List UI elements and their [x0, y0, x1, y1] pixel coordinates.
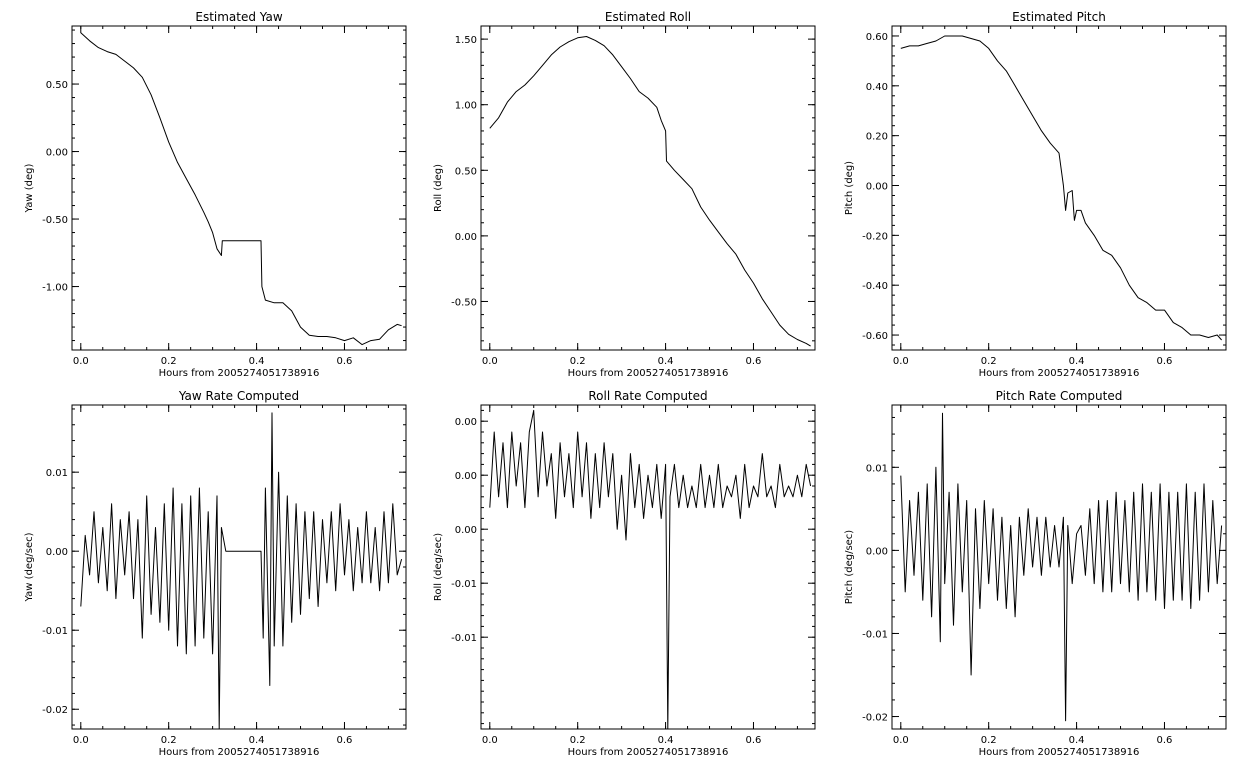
y-tick-label-pitch: 0.20 [866, 132, 888, 143]
series-line-rollrate [489, 409, 812, 730]
chart-title-yaw: Estimated Yaw [195, 10, 282, 24]
x-axis-label-yaw: Hours from 2005274051738916 [159, 368, 320, 379]
y-axis-label-roll: Roll (deg) [433, 164, 444, 212]
plot-frame-pitch [891, 25, 1227, 351]
y-tick-label-pitchrate: -0.02 [862, 713, 888, 724]
x-axis-label-rollrate: Hours from 2005274051738916 [568, 747, 729, 758]
y-tick-label-yawrate: -0.02 [42, 705, 68, 716]
series-line-pitch [900, 35, 1222, 341]
y-tick-label-pitchrate: 0.00 [866, 546, 888, 557]
y-tick-label-pitch: -0.60 [862, 331, 888, 342]
x-tick-label-rollrate: 0.6 [746, 735, 762, 746]
y-axis-label-yaw: Yaw (deg) [24, 163, 35, 213]
plot-frame-roll [480, 25, 816, 351]
y-tick-label-roll: 0.00 [455, 232, 477, 243]
y-axis-label-yawrate: Yaw (deg/sec) [24, 532, 35, 602]
series-line-yaw [80, 32, 402, 346]
x-tick-label-pitch: 0.0 [893, 356, 909, 367]
y-tick-label-pitchrate: 0.01 [866, 463, 888, 474]
y-tick-label-pitch: 0.00 [866, 182, 888, 193]
chart-rollrate: 0.0 0.2 0.4 0.6 0.00 0.00 0.00 -0.01 -0.01 Roll R… [433, 389, 816, 758]
chart-pitch: 0.0 0.2 0.4 0.6 0.60 0.40 0.20 0.00 -0.20 -0.40 -0… [844, 10, 1227, 379]
y-tick-label-pitch: 0.60 [866, 32, 888, 43]
y-tick-label-yaw: 0.00 [46, 148, 68, 159]
y-tick-label-yaw: -1.00 [42, 283, 68, 294]
x-tick-label-yaw: 0.4 [249, 356, 265, 367]
x-tick-label-rollrate: 0.0 [482, 735, 498, 746]
chart-title-pitchrate: Pitch Rate Computed [996, 389, 1123, 403]
plot-frame-yaw [71, 25, 407, 351]
x-axis-label-yawrate: Hours from 2005274051738916 [159, 747, 320, 758]
series-line-roll [489, 36, 811, 347]
y-tick-label-yawrate: 0.00 [46, 547, 68, 558]
y-tick-label-rollrate: -0.01 [451, 633, 477, 644]
chart-pitchrate: 0.0 0.2 0.4 0.6 0.01 0.00 -0.01 -0.02 Pitch Rate… [844, 389, 1227, 758]
y-tick-label-rollrate: 0.00 [455, 417, 477, 428]
x-tick-label-roll: 0.0 [482, 356, 498, 367]
x-tick-label-rollrate: 0.4 [658, 735, 674, 746]
chart-title-pitch: Estimated Pitch [1012, 10, 1106, 24]
x-tick-label-yaw: 0.0 [73, 356, 89, 367]
plot-frame-rollrate [480, 404, 816, 730]
x-tick-label-yaw: 0.6 [337, 356, 353, 367]
x-tick-label-yaw: 0.2 [161, 356, 177, 367]
x-tick-label-pitchrate: 0.2 [981, 735, 997, 746]
y-tick-label-roll: 0.50 [455, 166, 477, 177]
y-tick-label-rollrate: 0.00 [455, 525, 477, 536]
chart-yaw: 0.0 0.2 0.4 0.6 0.50 0.00 -0.50 -1.00 Estimated … [24, 10, 407, 379]
chart-yawrate: 0.0 0.2 0.4 0.6 0.01 0.00 -0.01 -0.02 Yaw Rate C… [24, 389, 407, 758]
x-axis-label-pitch: Hours from 2005274051738916 [979, 368, 1140, 379]
y-tick-label-pitch: -0.20 [862, 231, 888, 242]
x-tick-label-rollrate: 0.2 [570, 735, 586, 746]
y-tick-label-roll: 1.00 [455, 101, 477, 112]
y-tick-label-yawrate: 0.01 [46, 468, 68, 479]
x-tick-label-roll: 0.6 [746, 356, 762, 367]
x-tick-label-yawrate: 0.6 [337, 735, 353, 746]
y-tick-label-pitch: 0.40 [866, 82, 888, 93]
x-tick-label-pitchrate: 0.0 [893, 735, 909, 746]
x-axis-label-roll: Hours from 2005274051738916 [568, 368, 729, 379]
x-tick-label-roll: 0.2 [570, 356, 586, 367]
x-tick-label-yawrate: 0.4 [249, 735, 265, 746]
x-tick-label-pitch: 0.2 [981, 356, 997, 367]
x-tick-label-pitch: 0.6 [1157, 356, 1173, 367]
y-tick-label-pitch: -0.40 [862, 281, 888, 292]
x-tick-label-yawrate: 0.0 [73, 735, 89, 746]
x-axis-label-pitchrate: Hours from 2005274051738916 [979, 747, 1140, 758]
y-tick-label-rollrate: -0.01 [451, 579, 477, 590]
chart-title-roll: Estimated Roll [605, 10, 691, 24]
chart-title-rollrate: Roll Rate Computed [588, 389, 707, 403]
y-axis-label-pitchrate: Pitch (deg/sec) [844, 530, 855, 605]
series-line-pitchrate [900, 412, 1223, 722]
chart-roll: 0.0 0.2 0.4 0.6 1.50 1.00 0.50 0.00 -0.50 Estimat… [433, 10, 816, 379]
y-tick-label-yaw: 0.50 [46, 80, 68, 91]
chart-title-yawrate: Yaw Rate Computed [178, 389, 299, 403]
x-tick-label-yawrate: 0.2 [161, 735, 177, 746]
x-tick-label-pitch: 0.4 [1069, 356, 1085, 367]
x-tick-label-pitchrate: 0.4 [1069, 735, 1085, 746]
series-line-yawrate [80, 412, 403, 730]
y-axis-label-rollrate: Roll (deg/sec) [433, 533, 444, 601]
x-tick-label-roll: 0.4 [658, 356, 674, 367]
y-tick-label-yawrate: -0.01 [42, 626, 68, 637]
y-tick-label-roll: 1.50 [455, 35, 477, 46]
y-tick-label-yaw: -0.50 [42, 215, 68, 226]
y-tick-label-roll: -0.50 [451, 297, 477, 308]
y-axis-label-pitch: Pitch (deg) [844, 161, 855, 215]
x-tick-label-pitchrate: 0.6 [1157, 735, 1173, 746]
y-tick-label-pitchrate: -0.01 [862, 629, 888, 640]
y-tick-label-rollrate: 0.00 [455, 471, 477, 482]
